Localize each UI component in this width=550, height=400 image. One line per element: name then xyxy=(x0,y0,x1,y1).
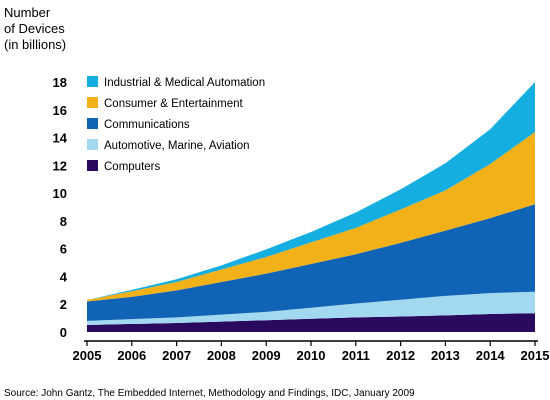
legend-label-2: Communications xyxy=(104,119,190,131)
y-tick-label-7: 14 xyxy=(53,131,68,146)
legend-label-1: Automotive, Marine, Aviation xyxy=(104,140,250,152)
source-note: Source: John Gantz, The Embedded Interne… xyxy=(4,388,415,399)
y-axis-title-line-3: (in billions) xyxy=(4,37,66,52)
legend: Industrial & Medical Automation Consumer … xyxy=(87,76,265,173)
x-tick-label-4: 2009 xyxy=(252,348,281,363)
x-tick-label-9: 2014 xyxy=(476,348,506,363)
legend-swatch-1 xyxy=(87,139,98,150)
x-tick-label-8: 2013 xyxy=(431,348,460,363)
y-tick-label-8: 16 xyxy=(53,103,67,118)
x-tick-label-7: 2012 xyxy=(386,348,415,363)
legend-label-0: Computers xyxy=(104,161,160,173)
y-tick-label-2: 4 xyxy=(60,269,68,284)
y-tick-label-5: 10 xyxy=(53,186,67,201)
y-axis-title-line-2: of Devices xyxy=(4,21,65,36)
y-tick-label-4: 8 xyxy=(60,214,67,229)
x-tick-label-0: 2005 xyxy=(73,348,102,363)
y-tick-label-3: 6 xyxy=(60,242,67,257)
legend-swatch-2 xyxy=(87,118,98,129)
x-tick-label-10: 2015 xyxy=(521,348,550,363)
y-axis-ticks: 0 2 4 6 8 10 12 14 16 18 xyxy=(53,75,68,340)
y-axis-title-line-1: Number xyxy=(4,5,51,20)
y-axis-title: Number of Devices (in billions) xyxy=(4,5,66,52)
x-tick-label-6: 2011 xyxy=(342,348,370,363)
area-series-3 xyxy=(87,132,535,302)
legend-swatch-3 xyxy=(87,97,98,108)
legend-swatch-4 xyxy=(87,76,98,87)
legend-swatch-0 xyxy=(87,160,98,171)
x-tick-label-3: 2008 xyxy=(207,348,236,363)
y-tick-label-6: 12 xyxy=(53,158,67,173)
legend-label-4: Industrial & Medical Automation xyxy=(104,77,265,89)
area-series-2 xyxy=(87,204,535,321)
area-series-1 xyxy=(87,291,535,326)
y-tick-label-9: 18 xyxy=(53,75,67,90)
legend-label-3: Consumer & Entertainment xyxy=(104,98,244,110)
x-axis-ticks: 2005 2006 2007 2008 2009 2010 2011 2012 2013 2014… xyxy=(73,341,550,363)
x-tick-label-5: 2010 xyxy=(297,348,326,363)
area-layers xyxy=(87,82,535,332)
y-tick-label-1: 2 xyxy=(60,297,67,312)
y-tick-label-0: 0 xyxy=(60,325,67,340)
x-tick-label-2: 2007 xyxy=(162,348,191,363)
area-series-0 xyxy=(87,313,535,332)
x-tick-label-1: 2006 xyxy=(117,348,146,363)
